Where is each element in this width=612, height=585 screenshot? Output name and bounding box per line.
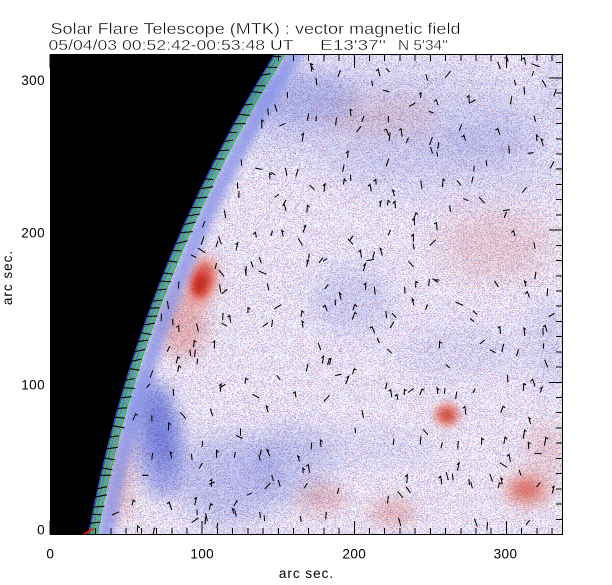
- svg-text:0: 0: [37, 523, 45, 538]
- svg-text:E13'37'': E13'37'': [320, 38, 386, 54]
- svg-text:200: 200: [342, 547, 366, 562]
- svg-text:Solar Flare Telescope (MTK) :: Solar Flare Telescope (MTK) : vector mag…: [51, 21, 461, 38]
- svg-text:05/04/03 00:52:42-00:53:48 UT: 05/04/03 00:52:42-00:53:48 UT: [49, 38, 294, 54]
- svg-text:arc sec.: arc sec.: [279, 566, 334, 581]
- svg-text:N 5'34'': N 5'34'': [398, 38, 448, 54]
- svg-text:300: 300: [21, 73, 45, 88]
- svg-text:300: 300: [494, 547, 518, 562]
- svg-text:0: 0: [46, 547, 54, 562]
- svg-text:200: 200: [21, 225, 45, 240]
- svg-text:100: 100: [21, 378, 45, 393]
- svg-text:100: 100: [190, 547, 214, 562]
- svg-text:arc sec.: arc sec.: [0, 250, 15, 305]
